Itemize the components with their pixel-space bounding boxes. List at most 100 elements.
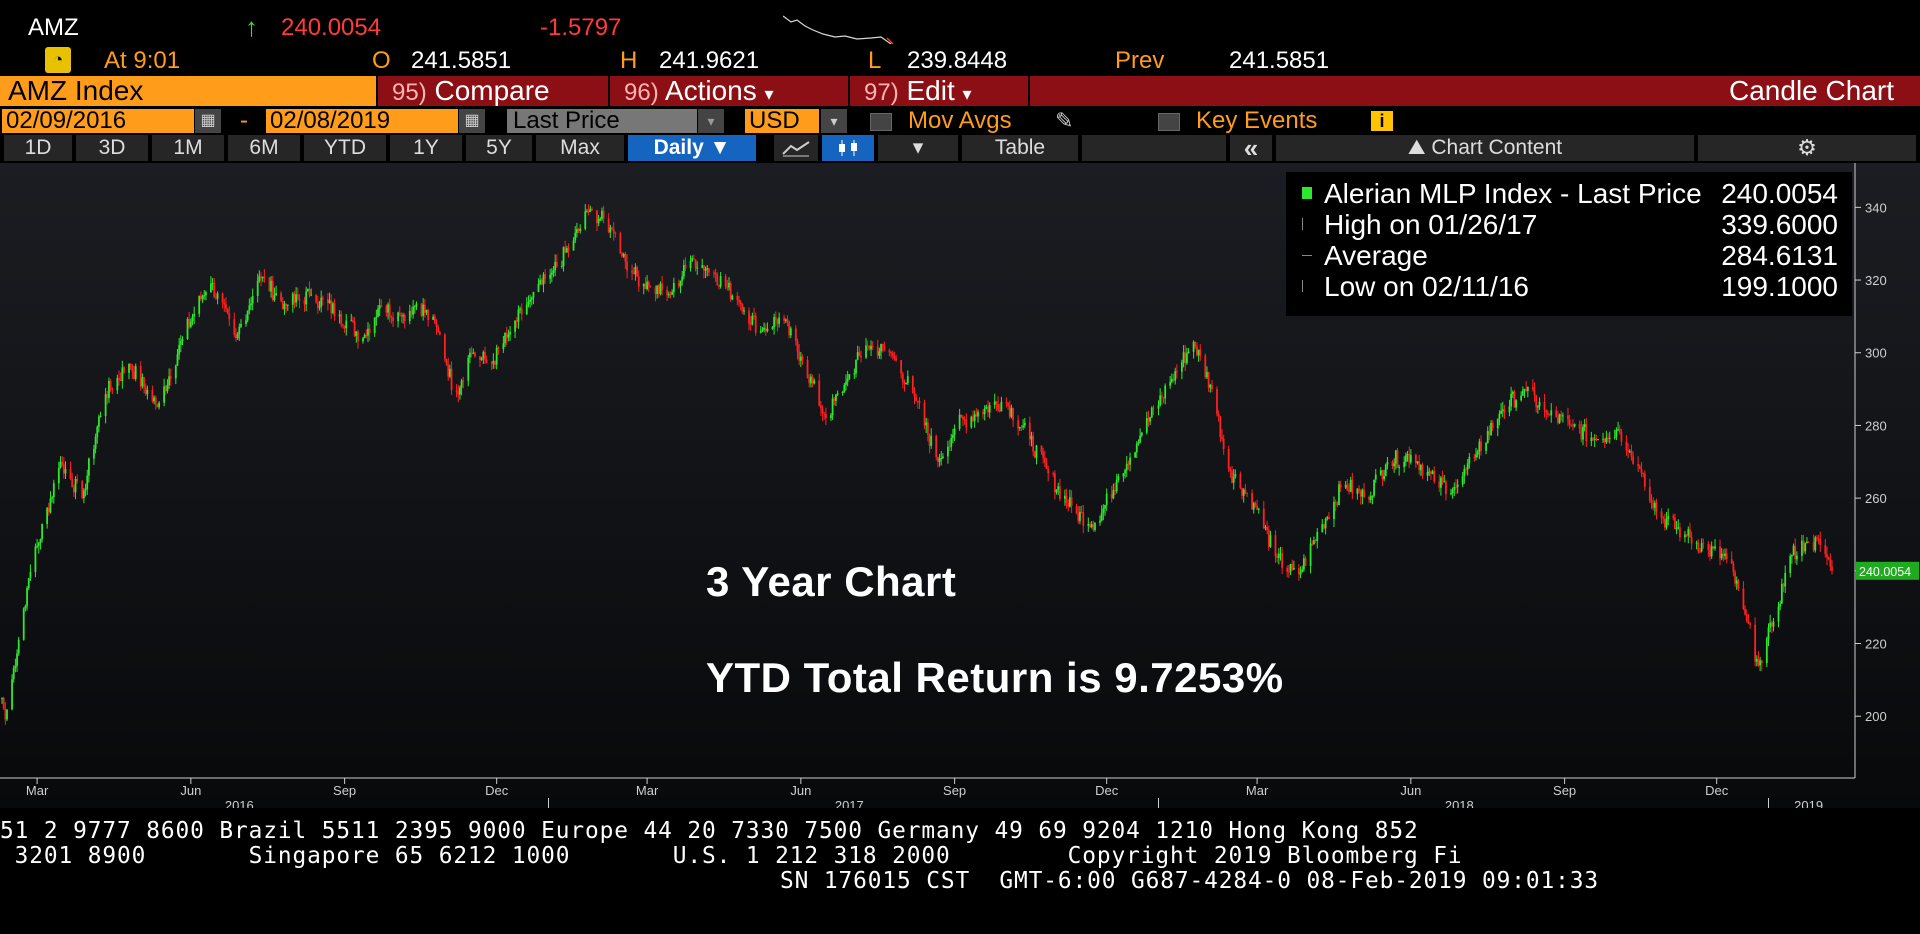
candle-body [843, 384, 846, 392]
tab-1d[interactable]: 1D [4, 135, 72, 161]
table-button[interactable]: Table [962, 135, 1078, 161]
candle-body [1008, 405, 1011, 417]
candle-body [123, 367, 125, 373]
candle-body [1814, 537, 1817, 551]
candle-body [1685, 534, 1688, 536]
candle-body [1431, 471, 1434, 474]
actions-number: 96) [624, 79, 659, 106]
high-label: H [620, 47, 638, 74]
start-date-field[interactable]: 02/09/2016 [2, 109, 194, 133]
candle-body [1817, 538, 1820, 540]
y-tick-label: 200 [1865, 709, 1887, 724]
tab-max[interactable]: Max [536, 135, 624, 161]
candle-body [164, 386, 167, 392]
tab-1y[interactable]: 1Y [390, 135, 462, 161]
candle-body [689, 261, 692, 269]
candle-body [193, 313, 196, 317]
candle-body [532, 291, 535, 298]
candle-body [1550, 410, 1553, 416]
frequency-select[interactable]: Daily ▼ [628, 135, 756, 161]
low-marker-icon [1302, 280, 1303, 292]
candle-body [525, 304, 528, 315]
compare-button[interactable]: 95) Compare [378, 76, 608, 106]
candle-body [1328, 516, 1330, 520]
currency-select[interactable]: USD [745, 109, 819, 133]
candle-body [1102, 508, 1105, 513]
candle-body [806, 360, 809, 378]
candle-body [918, 401, 921, 403]
candle-body [1543, 401, 1546, 410]
tab-6m[interactable]: 6M [228, 135, 300, 161]
candle-body [1398, 467, 1401, 469]
candle-body [129, 363, 132, 367]
candle-body [81, 481, 84, 499]
candle-body [647, 281, 650, 286]
candle-body [1361, 489, 1364, 497]
price-field-select[interactable]: Last Price [507, 109, 697, 133]
candle-body [106, 394, 109, 398]
candle-body [771, 327, 774, 329]
candle-body [642, 284, 645, 287]
candle-body [1358, 488, 1360, 492]
candle-body [1441, 477, 1444, 482]
candle-body [1496, 418, 1499, 429]
candle-body [1578, 423, 1581, 429]
candle-body [1663, 518, 1666, 528]
chart-content-button[interactable]: ⛰ Chart Content [1276, 135, 1694, 161]
info-icon[interactable]: i [1371, 111, 1393, 131]
chart-style-dropdown[interactable]: ▾ [878, 135, 958, 161]
candle-body [764, 327, 767, 332]
candle-body [118, 378, 120, 380]
candle-body [460, 380, 463, 388]
candle-body [936, 457, 939, 462]
calendar-icon[interactable]: ▦ [459, 109, 485, 133]
candle-body [729, 282, 732, 300]
candle-body [694, 259, 697, 269]
calendar-icon[interactable]: ▦ [195, 109, 221, 133]
line-chart-icon[interactable] [774, 135, 818, 161]
candle-body [691, 258, 694, 262]
candle-body [773, 317, 776, 328]
candle-body [612, 229, 615, 233]
candle-body [576, 229, 578, 233]
candle-body [1765, 638, 1768, 663]
security-field[interactable]: AMZ Index [0, 76, 376, 106]
tab-1m[interactable]: 1M [152, 135, 224, 161]
key-events-label[interactable]: Key Events [1196, 107, 1318, 134]
candle-body [1440, 477, 1442, 488]
candle-body [330, 300, 333, 314]
key-events-checkbox[interactable] [1158, 113, 1180, 131]
high-marker-icon [1302, 218, 1303, 230]
candle-body [1239, 474, 1242, 489]
chevron-down-icon[interactable]: ▾ [698, 109, 724, 133]
mov-avgs-label[interactable]: Mov Avgs [908, 107, 1012, 134]
candle-body [1719, 546, 1721, 559]
candle-body [1617, 429, 1619, 431]
candle-body [119, 379, 122, 381]
candle-body [1192, 341, 1195, 352]
y-tick-label: 320 [1865, 273, 1887, 288]
candle-body [1747, 620, 1750, 624]
end-date-field[interactable]: 02/08/2019 [266, 109, 458, 133]
gear-icon[interactable]: ⚙ [1698, 135, 1916, 161]
edit-button[interactable]: 97) Edit ▾ [850, 76, 1028, 106]
actions-button[interactable]: 96) Actions ▾ [610, 76, 848, 106]
candle-body [443, 334, 446, 360]
candle-body [993, 401, 996, 405]
tab-3d[interactable]: 3D [76, 135, 148, 161]
candle-body [741, 304, 744, 312]
tab-5y[interactable]: 5Y [466, 135, 532, 161]
tab-ytd[interactable]: YTD [304, 135, 386, 161]
candle-body [644, 284, 647, 290]
candle-body [1652, 502, 1655, 508]
chevron-down-icon[interactable]: ▾ [821, 109, 847, 133]
candle-chart-icon[interactable] [822, 135, 874, 161]
mov-avgs-checkbox[interactable] [870, 113, 892, 131]
collapse-left-icon[interactable]: « [1230, 135, 1272, 161]
chart-content-label: Chart Content [1431, 136, 1563, 159]
pencil-icon[interactable]: ✎ [1055, 108, 1074, 133]
candle-body [1384, 464, 1387, 477]
speedometer-icon[interactable]: ◔ [45, 47, 71, 73]
candle-body [1630, 450, 1633, 457]
candle-body [825, 414, 827, 419]
